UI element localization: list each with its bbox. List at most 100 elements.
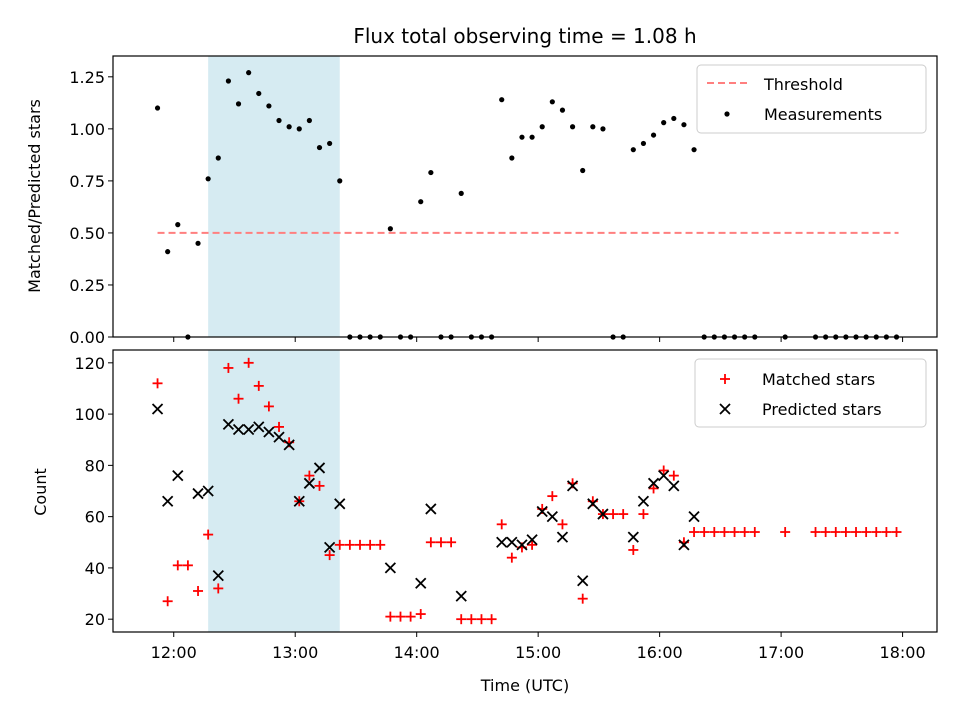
measurement-point xyxy=(165,249,171,255)
predicted-star-point xyxy=(415,577,427,589)
matched-star-point xyxy=(213,583,224,594)
matched-star-point xyxy=(840,527,851,538)
predicted-star-point xyxy=(668,480,680,492)
matched-star-point xyxy=(820,527,831,538)
measurement-point xyxy=(235,101,242,107)
matched-star-point xyxy=(152,378,163,389)
top-panel: 0.00 0.25 0.50 0.75 1.00 1.25 Threshold Measure… xyxy=(69,55,938,347)
predicted-star-point xyxy=(556,531,569,543)
predicted-star-point xyxy=(273,431,285,443)
predicted-star-point xyxy=(384,562,397,574)
measurement-point xyxy=(458,190,464,196)
predicted-star-point xyxy=(566,480,579,492)
measurement-point xyxy=(246,70,252,76)
matched-star-point xyxy=(699,527,710,538)
measurement-point xyxy=(529,134,535,140)
matched-legend-label: Matched stars xyxy=(762,370,875,389)
measurement-point xyxy=(286,124,292,130)
x-axis-label: Time (UTC) xyxy=(480,676,569,695)
threshold-legend-label: Threshold xyxy=(763,75,843,94)
measurement-point xyxy=(600,126,606,132)
matched-star-point xyxy=(749,527,760,538)
predicted-star-point xyxy=(526,534,538,546)
top-y-tick-label: 1.25 xyxy=(69,68,105,87)
bottom-axes-frame xyxy=(112,349,938,633)
x-tick-label: 14:00 xyxy=(394,643,440,662)
predicted-star-point xyxy=(162,495,174,507)
measurement-point xyxy=(225,78,232,84)
matched-star-point xyxy=(780,527,791,538)
matched-star-point xyxy=(344,539,355,550)
matched-star-point xyxy=(557,519,568,530)
measurement-point xyxy=(337,178,343,184)
matched-star-point xyxy=(375,539,386,550)
bottom-y-tick-label: 20 xyxy=(85,610,105,629)
matched-star-point xyxy=(435,537,446,548)
x-tick-label: 16:00 xyxy=(637,643,683,662)
matched-star-point xyxy=(547,491,558,502)
x-tick-label: 13:00 xyxy=(272,643,318,662)
predicted-star-point xyxy=(647,477,660,489)
measurement-point xyxy=(306,117,312,124)
predicted-star-point xyxy=(455,590,467,602)
predicted-star-point xyxy=(516,539,528,551)
measurement-point xyxy=(154,105,161,111)
top-y-tick-label: 1.00 xyxy=(69,120,105,139)
top-y-tick-label: 0.00 xyxy=(69,328,105,347)
measurement-point xyxy=(661,120,667,126)
predicted-star-point xyxy=(577,575,589,587)
matched-star-point xyxy=(709,527,720,538)
matched-star-point xyxy=(172,560,183,571)
matched-star-point xyxy=(658,465,669,476)
matched-star-point xyxy=(638,509,649,520)
matched-star-point xyxy=(486,614,497,625)
measurement-point xyxy=(428,169,434,176)
measurement-point xyxy=(276,117,282,124)
matched-star-point xyxy=(648,483,659,494)
matched-star-point xyxy=(324,550,335,561)
top-legend: Threshold Measurements xyxy=(696,64,927,134)
predicted-star-point xyxy=(546,510,558,523)
top-y-tick-label: 0.25 xyxy=(69,276,105,295)
shaded-span xyxy=(208,350,340,632)
measurements-legend-label: Measurements xyxy=(764,105,882,124)
predicted-star-point xyxy=(678,539,690,551)
matched-star-point xyxy=(425,537,436,548)
measurement-point xyxy=(580,167,586,174)
predicted-star-point xyxy=(658,469,670,482)
measurement-point xyxy=(509,155,515,161)
matched-star-point xyxy=(314,480,325,491)
measurement-point xyxy=(175,222,181,228)
predicted-star-point xyxy=(719,403,731,415)
matched-star-point xyxy=(263,401,274,412)
measurement-point xyxy=(215,155,221,161)
measurement-point xyxy=(195,240,201,246)
measurement-point xyxy=(630,147,636,153)
measurement-point xyxy=(671,115,677,122)
bottom-legend: Matched stars Predicted stars xyxy=(694,358,927,428)
predicted-star-point xyxy=(243,423,255,436)
top-axes-frame xyxy=(112,55,938,338)
measurement-point xyxy=(691,147,697,153)
bottom-y-tick-label: 80 xyxy=(85,456,105,475)
matched-star-point xyxy=(193,585,204,596)
matched-star-point xyxy=(476,614,487,625)
bottom-legend-box xyxy=(694,358,927,428)
predicted-star-point xyxy=(151,403,164,415)
matched-star-point xyxy=(274,421,285,432)
matched-star-point xyxy=(810,527,821,538)
predicted-star-point xyxy=(688,510,700,523)
matched-star-point xyxy=(729,527,740,538)
predicted-star-point xyxy=(425,503,437,515)
top-y-tick-label: 0.75 xyxy=(69,172,105,191)
predicted-star-point xyxy=(222,418,235,430)
matched-star-point xyxy=(243,357,254,368)
matched-star-point xyxy=(354,539,365,550)
predicted-star-point xyxy=(303,477,316,489)
matched-star-point xyxy=(527,539,538,550)
predicted-star-point xyxy=(334,498,346,510)
predicted-star-point xyxy=(496,536,508,548)
measurement-point xyxy=(418,199,424,205)
bottom-y-axis-label: Count xyxy=(31,468,50,516)
